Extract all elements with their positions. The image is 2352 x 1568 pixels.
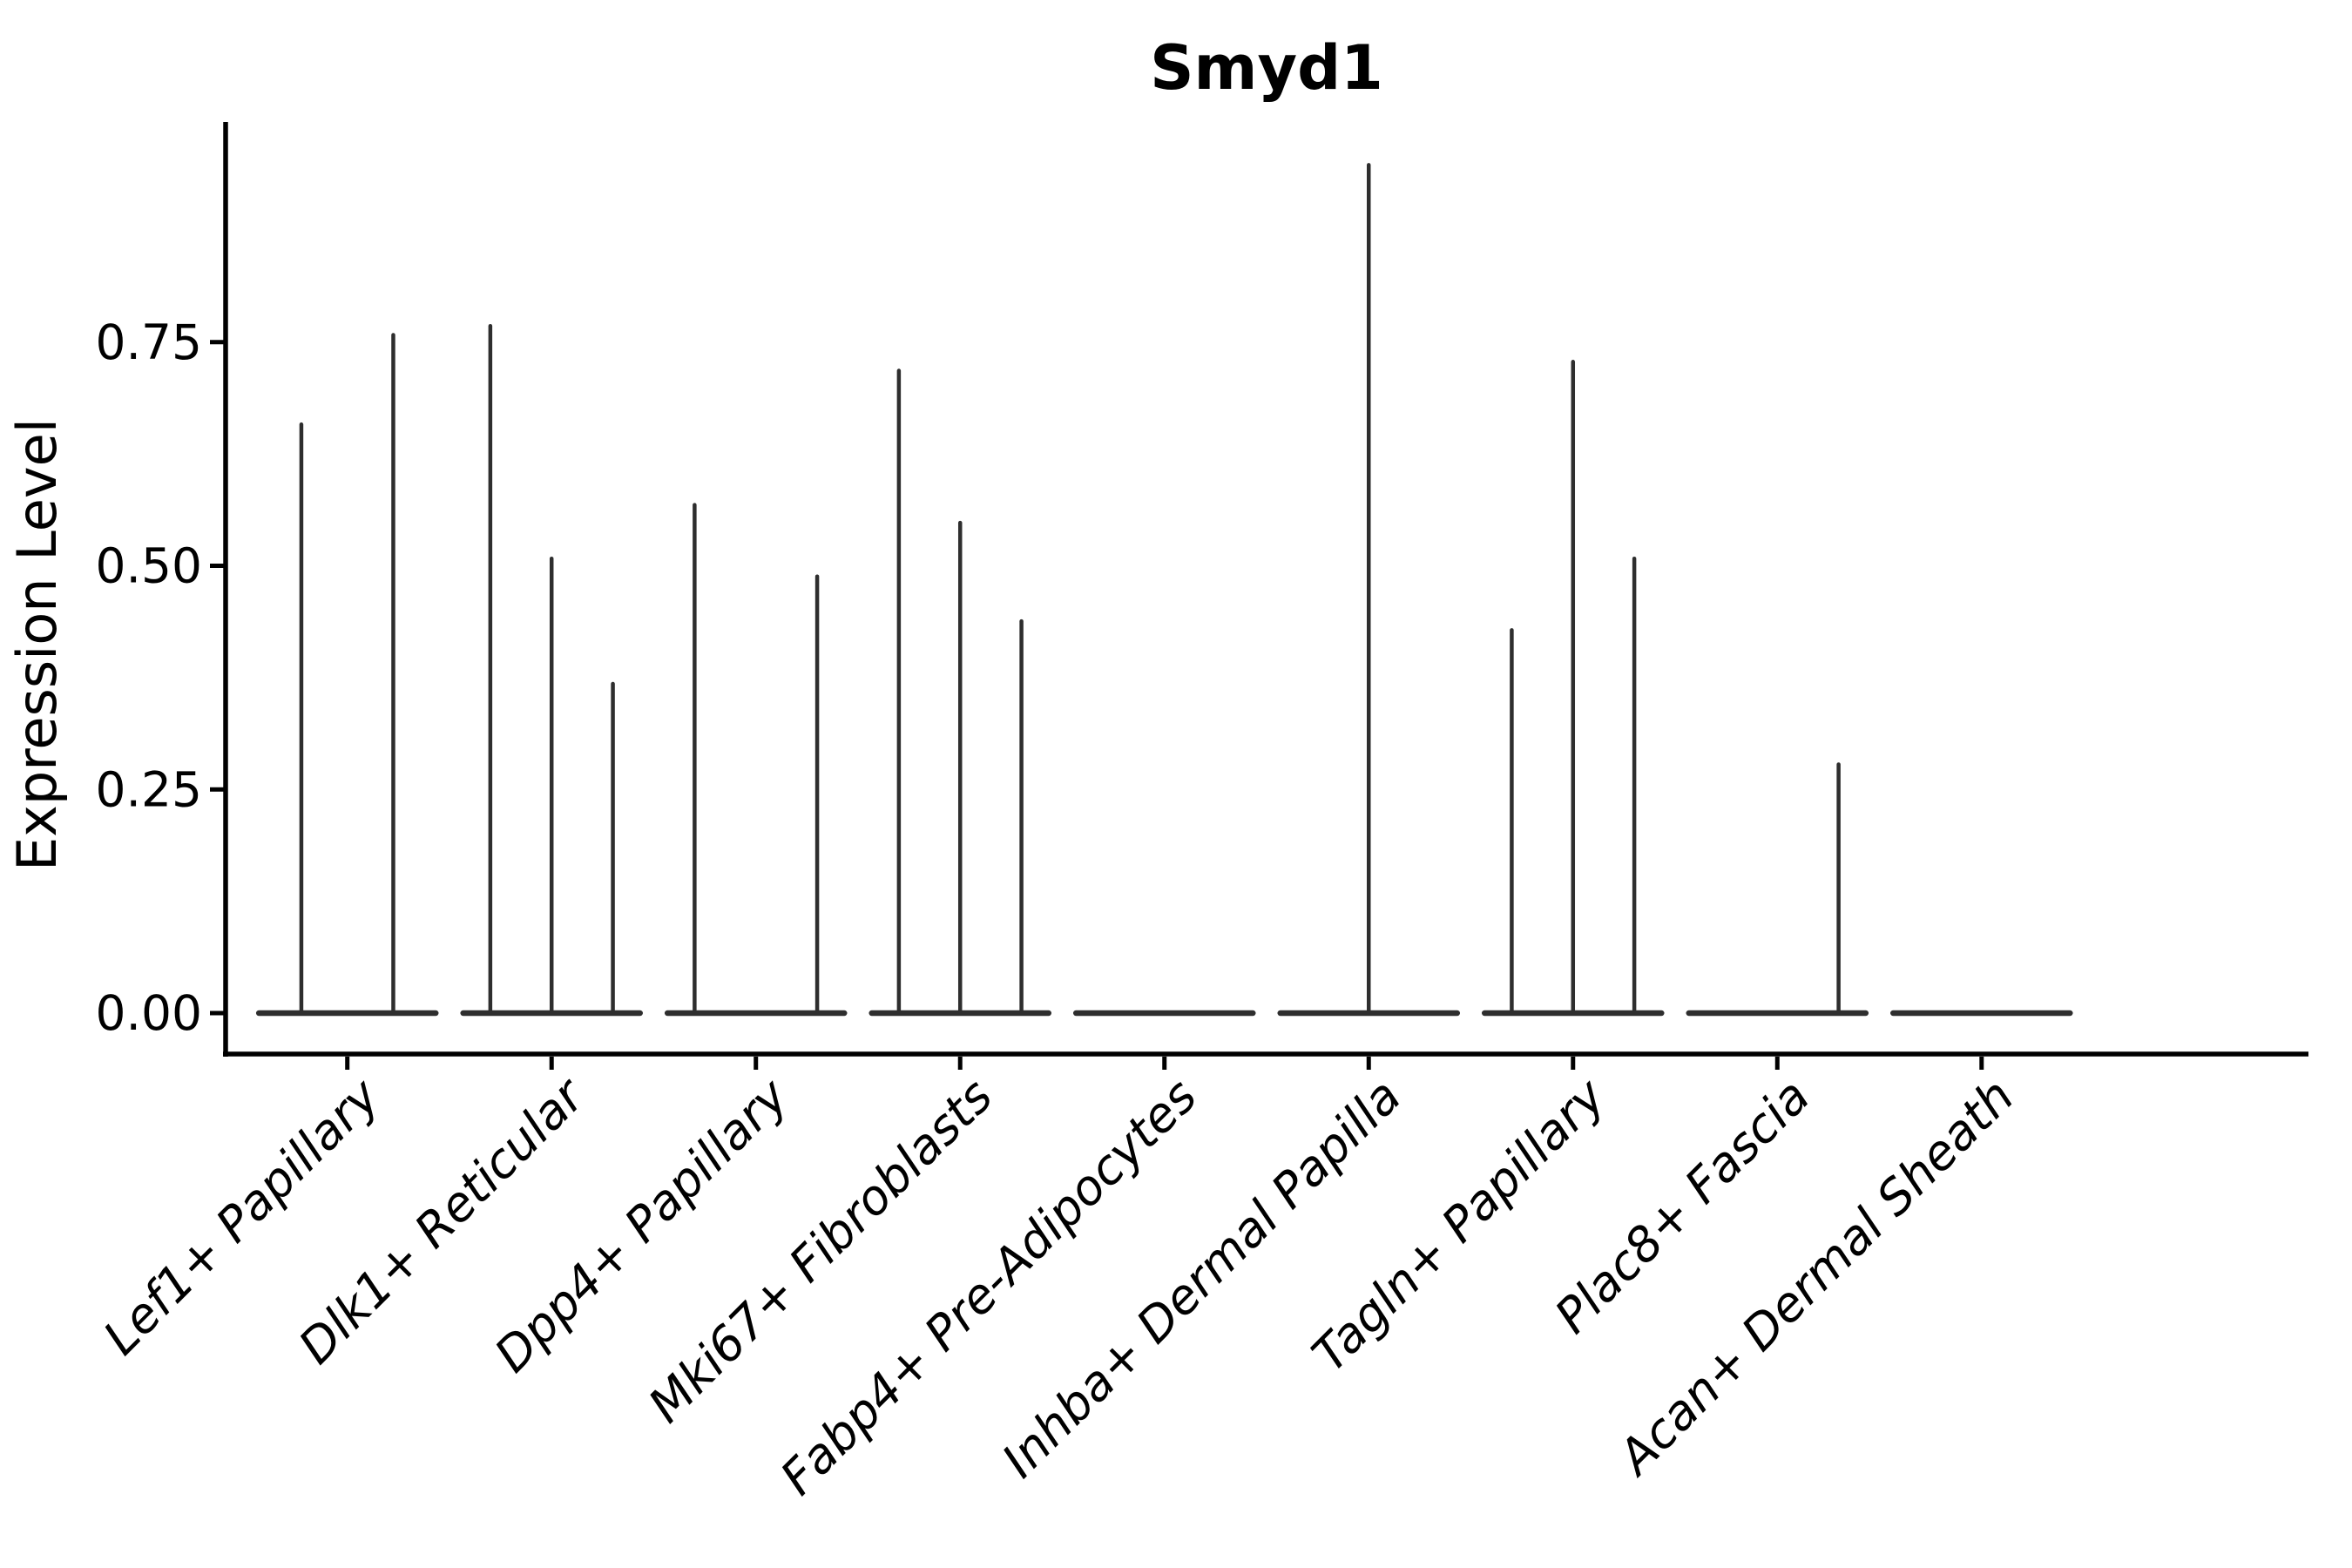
violin bbox=[1686, 762, 1869, 1017]
y-tick-label: 0.75 bbox=[96, 314, 202, 370]
chart-title: Smyd1 bbox=[1150, 32, 1383, 104]
x-tick-label: Fabp4+ Pre-Adipocytes bbox=[770, 1068, 1207, 1505]
violin bbox=[255, 333, 439, 1017]
violin bbox=[664, 503, 848, 1017]
y-tick-label: 0.50 bbox=[96, 538, 202, 594]
x-tick-label: Mki67+ Fibroblasts bbox=[638, 1068, 1003, 1433]
violin bbox=[1481, 360, 1665, 1017]
y-tick-label: 0.25 bbox=[96, 761, 202, 817]
y-tick-label: 0.00 bbox=[96, 985, 202, 1041]
axes-layer bbox=[210, 122, 2308, 1070]
violin bbox=[460, 323, 643, 1017]
x-tick-label: Inhba+ Dermal Papilla bbox=[991, 1068, 1411, 1488]
violin bbox=[868, 368, 1052, 1017]
x-tick-label: Acan+ Dermal Sheath bbox=[1605, 1068, 2024, 1487]
y-axis-label: Expression Level bbox=[5, 418, 69, 871]
violin bbox=[1277, 163, 1461, 1017]
violins-layer bbox=[255, 163, 2073, 1017]
